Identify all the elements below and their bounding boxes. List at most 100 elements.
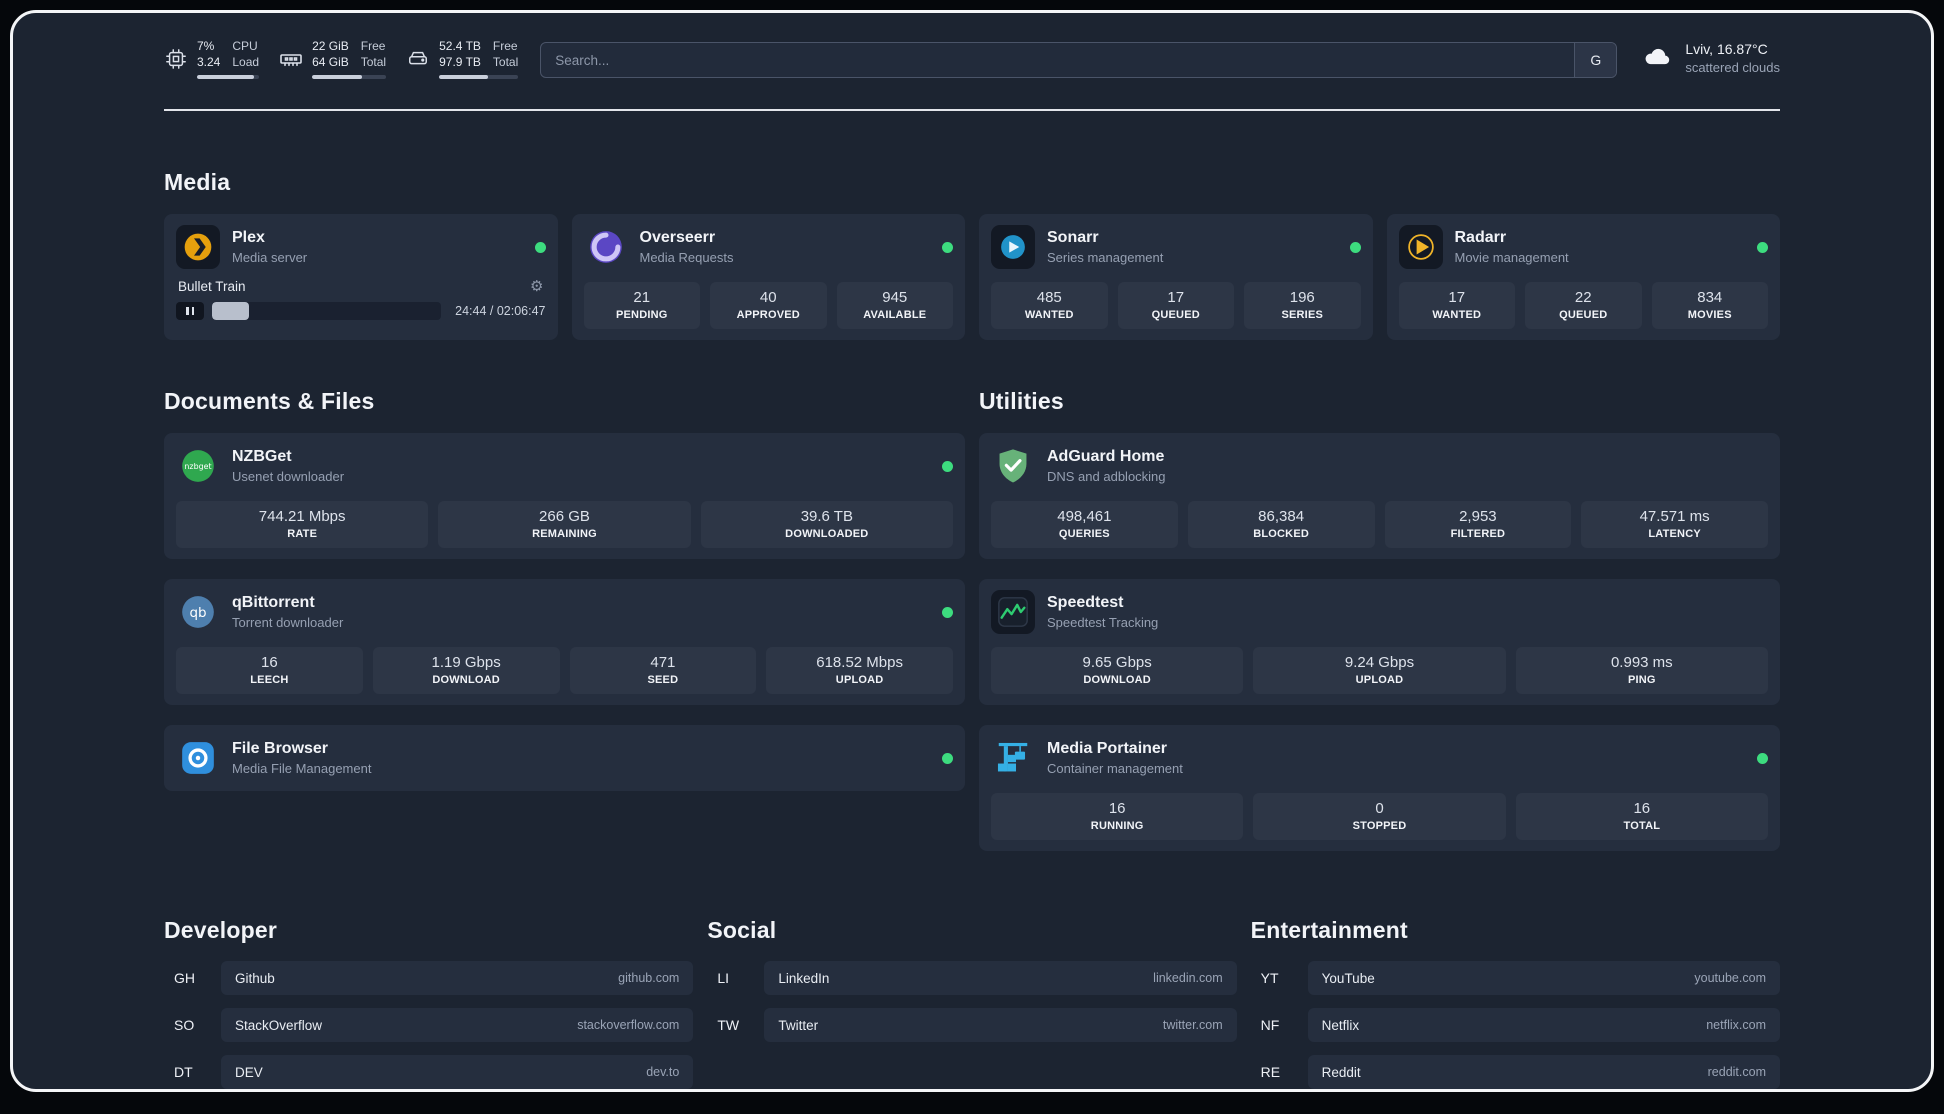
- pause-button[interactable]: [176, 302, 204, 321]
- bookmark-link-stackoverflow[interactable]: StackOverflow stackoverflow.com: [221, 1008, 694, 1043]
- app-card-adguard[interactable]: AdGuard Home DNS and adblocking 498,461 …: [979, 433, 1780, 560]
- ram-metric: 22 GiB 64 GiB Free Total: [279, 39, 387, 80]
- stat-rate: 744.21 Mbps RATE: [176, 501, 429, 549]
- bookmark-abbr: YT: [1260, 970, 1279, 987]
- app-subtitle: Media Requests: [639, 250, 734, 266]
- radarr-icon: [1398, 225, 1443, 270]
- bookmark-link-netflix[interactable]: Netflix netflix.com: [1307, 1008, 1780, 1043]
- search-engine-button[interactable]: G: [1574, 43, 1617, 77]
- cpu-load-value: 3.24: [197, 54, 221, 69]
- weather-widget[interactable]: Lviv, 16.87°C scattered clouds: [1639, 40, 1780, 76]
- app-card-radarr[interactable]: Radarr Movie management 17 WANTED 22 QUE…: [1386, 214, 1780, 341]
- bookmark-abbr: TW: [717, 1017, 740, 1034]
- now-playing-title: Bullet Train: [178, 279, 246, 295]
- status-dot: [942, 752, 953, 764]
- app-subtitle: Media server: [232, 250, 308, 266]
- ram-free-value: 22 GiB: [312, 39, 349, 53]
- stat-download: 9.65 Gbps DOWNLOAD: [991, 647, 1244, 695]
- section-utilities: Utilities AdGuard Home: [979, 388, 1780, 852]
- cpu-percent: 7%: [197, 39, 215, 53]
- app-subtitle: Media File Management: [232, 761, 372, 777]
- status-dot: [942, 241, 953, 253]
- app-card-plex[interactable]: Plex Media server Bullet Train ⚙ 24:44 /…: [164, 214, 558, 341]
- app-subtitle: Container management: [1047, 761, 1183, 777]
- app-card-sonarr[interactable]: Sonarr Series management 485 WANTED 17 Q…: [979, 214, 1373, 341]
- playback-progress-bar[interactable]: [212, 302, 442, 321]
- filebrowser-icon: [176, 736, 220, 780]
- app-subtitle: Movie management: [1454, 250, 1569, 266]
- stat-blocked: 86,384 BLOCKED: [1187, 501, 1375, 549]
- stat-ping: 0.993 ms PING: [1515, 647, 1768, 695]
- bookmark-link-twitter[interactable]: Twitter twitter.com: [764, 1008, 1237, 1043]
- stat-available: 945 AVAILABLE: [836, 282, 953, 330]
- bookmark-link-dev[interactable]: DEV dev.to: [221, 1055, 694, 1089]
- bookmark-link-youtube[interactable]: YouTube youtube.com: [1307, 961, 1780, 996]
- disk-metric: 52.4 TB 97.9 TB Free Total: [406, 39, 519, 80]
- svg-text:qb: qb: [189, 606, 206, 621]
- app-card-qbittorrent[interactable]: qb qBittorrent Torrent downloader: [164, 579, 965, 706]
- status-dot: [534, 241, 546, 253]
- search-input[interactable]: [541, 43, 1575, 77]
- header-divider: [164, 109, 1780, 112]
- svg-text:nzbget: nzbget: [184, 462, 211, 471]
- bookmark-abbr: GH: [174, 970, 195, 987]
- stat-queued: 22 QUEUED: [1525, 282, 1642, 330]
- weather-location: Lviv, 16.87°C: [1685, 41, 1768, 57]
- app-name: qBittorrent: [232, 594, 315, 612]
- speedtest-icon: [991, 590, 1035, 635]
- status-dot: [1757, 752, 1768, 764]
- bookmark-row: LI LinkedIn linkedin.com: [707, 961, 1237, 996]
- disk-progress-bar: [439, 75, 519, 80]
- plex-icon: [176, 225, 220, 270]
- developer-section-title: Developer: [164, 917, 278, 944]
- section-documents: Documents & Files nzbget: [164, 388, 965, 851]
- gear-icon[interactable]: ⚙: [530, 278, 544, 296]
- stat-download: 1.19 Gbps DOWNLOAD: [372, 647, 560, 695]
- bookmark-link-github[interactable]: Github github.com: [221, 961, 694, 996]
- bookmark-link-reddit[interactable]: Reddit reddit.com: [1307, 1055, 1780, 1089]
- app-card-filebrowser[interactable]: File Browser Media File Management: [164, 725, 965, 792]
- bookmark-row: YT YouTube youtube.com: [1251, 961, 1780, 996]
- bookmark-group-social: Social LI LinkedIn linkedin.com TW Twitt…: [707, 917, 1237, 1089]
- cpu-load-label: Load: [232, 54, 260, 69]
- bookmark-group-entertainment: Entertainment YT YouTube youtube.com NF …: [1251, 917, 1780, 1089]
- bookmark-group-developer: Developer GH Github github.com SO StackO…: [164, 917, 694, 1089]
- app-subtitle: Speedtest Tracking: [1047, 615, 1159, 631]
- cpu-metric: 7% 3.24 CPU Load: [164, 39, 260, 80]
- app-subtitle: Usenet downloader: [232, 469, 345, 485]
- stat-movies: 834 MOVIES: [1651, 282, 1768, 330]
- bookmark-row: RE Reddit reddit.com: [1251, 1055, 1780, 1089]
- app-subtitle: Torrent downloader: [232, 615, 344, 631]
- app-name: Radarr: [1454, 229, 1507, 247]
- stat-queries: 498,461 QUERIES: [991, 501, 1178, 549]
- bookmark-row: NF Netflix netflix.com: [1251, 1008, 1780, 1043]
- entertainment-section-title: Entertainment: [1250, 917, 1408, 944]
- social-section-title: Social: [707, 917, 777, 944]
- disk-total-label: Total: [492, 54, 519, 69]
- app-card-nzbget[interactable]: nzbget NZBGet Usenet downloader 74: [164, 433, 965, 560]
- bookmark-row: GH Github github.com: [164, 961, 694, 996]
- app-subtitle: Series management: [1047, 250, 1164, 266]
- stat-pending: 21 PENDING: [583, 282, 700, 330]
- ram-free-label: Free: [360, 39, 386, 53]
- disk-free-value: 52.4 TB: [439, 39, 481, 53]
- stat-series: 196 SERIES: [1244, 282, 1361, 330]
- stat-stopped: 0 STOPPED: [1253, 793, 1506, 841]
- stat-remaining: 266 GB REMAINING: [438, 501, 691, 549]
- app-card-portainer[interactable]: Media Portainer Container management 16 …: [979, 725, 1780, 852]
- stat-seed: 471 SEED: [569, 647, 757, 695]
- app-name: NZBGet: [232, 448, 292, 466]
- stat-queued: 17 QUEUED: [1117, 282, 1234, 330]
- qbittorrent-icon: qb: [176, 590, 220, 634]
- stat-downloaded: 39.6 TB DOWNLOADED: [700, 501, 953, 549]
- media-section-title: Media: [164, 169, 231, 196]
- adguard-icon: [991, 444, 1035, 488]
- search-bar[interactable]: G: [540, 42, 1618, 78]
- utilities-section-title: Utilities: [979, 388, 1064, 415]
- app-card-overseerr[interactable]: Overseerr Media Requests 21 PENDING 40 A…: [571, 214, 965, 341]
- cpu-icon: [164, 47, 188, 71]
- portainer-icon: [991, 736, 1035, 780]
- app-card-speedtest[interactable]: Speedtest Speedtest Tracking 9.65 Gbps D…: [979, 579, 1780, 706]
- section-media: Media Plex Media server: [164, 169, 1780, 341]
- bookmark-link-linkedin[interactable]: LinkedIn linkedin.com: [764, 961, 1237, 996]
